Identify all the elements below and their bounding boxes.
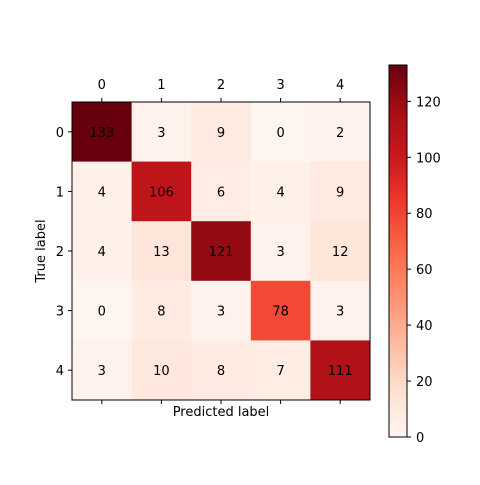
y-axis-label: True label: [34, 219, 49, 283]
y-tick-label: 2: [56, 245, 64, 260]
x-tick-label: 0: [98, 78, 106, 93]
x-tick-label: 2: [217, 78, 225, 93]
heatmap-cell: [191, 280, 252, 341]
heatmap-cell: [72, 102, 133, 163]
cell-value-label: 4: [276, 185, 284, 200]
y-axis-ticks: 0 1 2 3 4: [56, 126, 72, 379]
heatmap-cell: [310, 280, 371, 341]
y-tick-label: 3: [56, 305, 64, 320]
cell-value-label: 7: [276, 364, 284, 379]
cell-value-label: 111: [328, 364, 353, 379]
cell-value-label: 8: [157, 305, 165, 320]
cell-value-label: 10: [153, 364, 170, 379]
heatmap-cell: [131, 340, 192, 401]
heatmap-cell: [250, 280, 311, 341]
cell-value-label: 3: [276, 245, 284, 260]
heatmap-cell: [250, 161, 311, 222]
cell-value-label: 0: [98, 305, 106, 320]
y-tick-label: 0: [56, 126, 64, 141]
cell-value-label: 9: [217, 126, 225, 141]
heatmap-cell: [72, 161, 133, 222]
cell-value-label: 6: [217, 185, 225, 200]
x-axis-label: Predicted label: [173, 405, 270, 420]
heatmap-cell: [191, 102, 252, 163]
cell-value-label: 3: [336, 305, 344, 320]
cell-value-label: 3: [217, 305, 225, 320]
cell-value-label: 12: [332, 245, 349, 260]
heatmap-cell-labels: 133 3 9 0 2 4 106 6 4 9 4 13 121 3 12 0 8 3 78 3 3 10 8 7 111: [89, 126, 352, 379]
colorbar-tick-label: 100: [416, 151, 441, 166]
heatmap-cell: [131, 221, 192, 282]
heatmap-cell: [250, 102, 311, 163]
cell-value-label: 2: [336, 126, 344, 141]
cell-value-label: 4: [98, 245, 106, 260]
cell-value-label: 13: [153, 245, 170, 260]
colorbar-tick-label: 60: [416, 263, 433, 278]
cell-value-label: 121: [209, 245, 234, 260]
heatmap-cell: [250, 340, 311, 401]
x-axis-ticks: 0 1 2 3 4: [98, 78, 344, 404]
heatmap-cell: [310, 102, 371, 163]
y-tick-label: 4: [56, 364, 64, 379]
heatmap-cell: [72, 340, 133, 401]
colorbar: [388, 64, 408, 438]
heatmap-cell: [310, 221, 371, 282]
heatmap-cell: [191, 340, 252, 401]
cell-value-label: 133: [89, 126, 114, 141]
heatmap-cell: [72, 221, 133, 282]
x-tick-label: 1: [157, 78, 165, 93]
colorbar-tick-label: 40: [416, 319, 433, 334]
heatmap-cell: [131, 280, 192, 341]
heatmap-cell: [310, 161, 371, 222]
cell-value-label: 0: [276, 126, 284, 141]
heatmap-cell: [191, 161, 252, 222]
heatmap-cell: [191, 221, 252, 282]
x-tick-label: 3: [276, 78, 284, 93]
cell-value-label: 9: [336, 185, 344, 200]
heatmap-cell: [72, 280, 133, 341]
colorbar-tick-label: 20: [416, 375, 433, 390]
cell-value-label: 106: [149, 185, 174, 200]
heatmap-cell: [310, 340, 371, 401]
colorbar-tick-label: 0: [416, 431, 424, 446]
colorbar-ticks: 0 20 40 60 80 100 120: [407, 95, 441, 446]
colorbar-tick-label: 120: [416, 95, 441, 110]
colorbar-tick-label: 80: [416, 207, 433, 222]
y-tick-label: 1: [56, 185, 64, 200]
cell-value-label: 3: [98, 364, 106, 379]
heatmap-cells: [72, 102, 371, 401]
cell-value-label: 4: [98, 185, 106, 200]
heatmap-cell: [131, 161, 192, 222]
cell-value-label: 8: [217, 364, 225, 379]
cell-value-label: 78: [272, 305, 289, 320]
heatmap-cell: [250, 221, 311, 282]
cell-value-label: 3: [157, 126, 165, 141]
heatmap-cell: [131, 102, 192, 163]
x-tick-label: 4: [336, 78, 344, 93]
